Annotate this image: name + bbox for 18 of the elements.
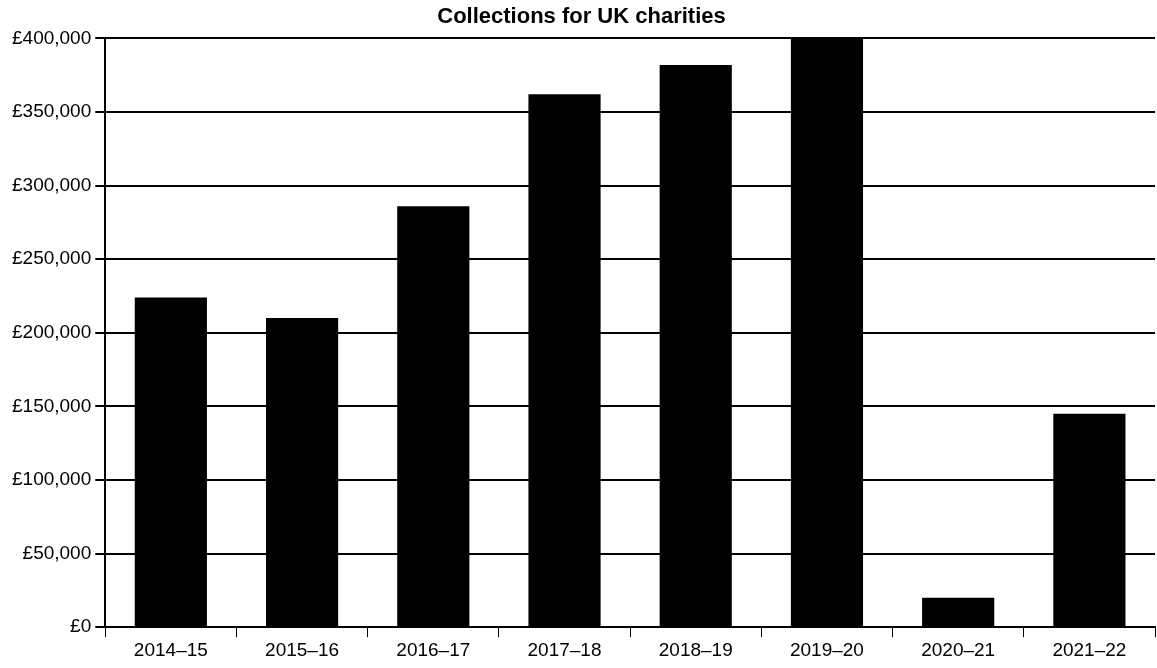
x-tick-label: 2015–16 xyxy=(265,638,340,660)
y-tick-label: £300,000 xyxy=(12,173,92,195)
y-tick-label: £200,000 xyxy=(12,321,92,343)
x-tick-label: 2016–17 xyxy=(396,638,471,660)
y-tick-label: £400,000 xyxy=(12,26,92,48)
y-tick-label: £250,000 xyxy=(12,247,92,269)
y-tick-label: £50,000 xyxy=(22,541,92,563)
x-tick-label: 2014–15 xyxy=(133,638,208,660)
y-tick-label: £350,000 xyxy=(12,100,92,122)
y-tick-label: £100,000 xyxy=(12,468,92,490)
x-tick-label: 2017–18 xyxy=(527,638,602,660)
x-tick-label: 2021–22 xyxy=(1052,638,1127,660)
y-tick-label: £150,000 xyxy=(12,394,92,416)
y-tick-label: £0 xyxy=(70,615,92,637)
chart-title: Collections for UK charities xyxy=(437,3,726,29)
x-tick-label: 2020–21 xyxy=(921,638,996,660)
x-tick-label: 2018–19 xyxy=(658,638,733,660)
x-tick-label: 2019–20 xyxy=(789,638,864,660)
